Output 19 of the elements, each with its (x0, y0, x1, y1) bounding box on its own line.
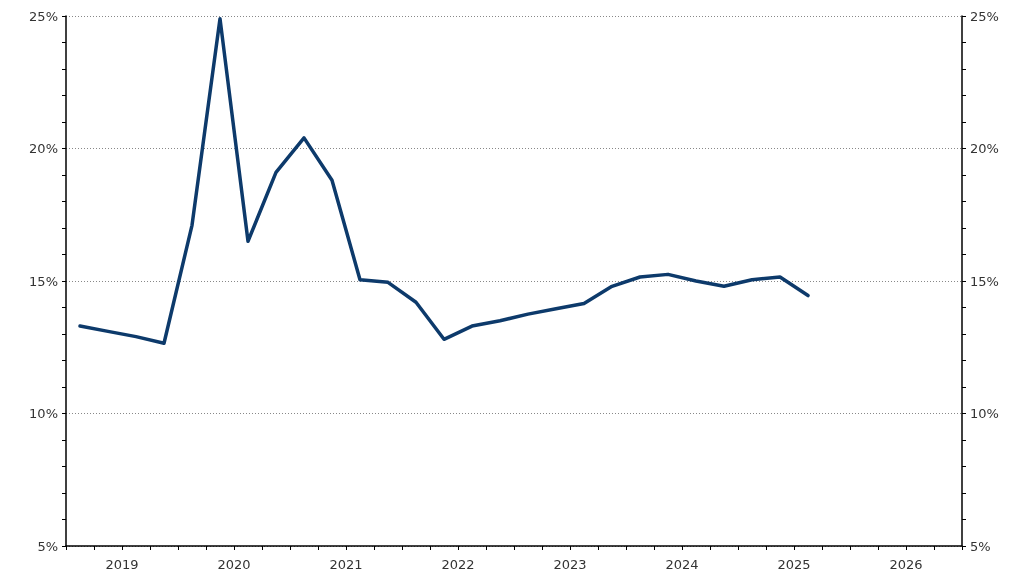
y2-tick-label: 25% (970, 8, 999, 24)
y-tick-label: 25% (29, 8, 58, 24)
x-tick-label: 2020 (217, 557, 251, 572)
x-tick-label: 2022 (441, 557, 475, 572)
x-tick-label: 2024 (665, 557, 699, 572)
x-tick-label: 2025 (777, 557, 811, 572)
x-tick-label: 2021 (329, 557, 363, 572)
y-tick-label: 10% (29, 406, 58, 421)
y-tick-label: 20% (29, 141, 58, 156)
x-tick-label: 2026 (889, 557, 923, 572)
x-tick-label: 2023 (553, 557, 587, 572)
line-series (78, 16, 810, 346)
y2-tick-label: 5% (970, 538, 991, 554)
y2-tick-label: 15% (970, 273, 999, 289)
y-tick-label: 15% (29, 273, 58, 289)
y2-tick-label: 20% (970, 141, 999, 156)
y-tick-label: 5% (37, 538, 58, 554)
x-tick-label: 2019 (105, 557, 139, 572)
y2-tick-label: 10% (970, 406, 999, 421)
